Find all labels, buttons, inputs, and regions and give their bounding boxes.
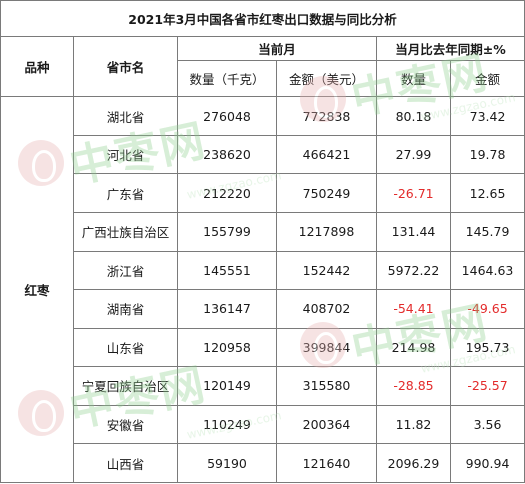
yoy-amount-cell: 1464.63 xyxy=(449,250,525,291)
amount-cell: 466421 xyxy=(276,134,377,175)
yoy-amount-cell: 3.56 xyxy=(449,404,525,445)
table-row: 宁夏回族自治区 120149 315580 -28.85 -25.57 xyxy=(1,366,525,406)
yoy-qty-cell: 11.82 xyxy=(376,404,451,445)
qty-cell: 110249 xyxy=(177,404,277,445)
table-row: 安徽省 110249 200364 11.82 3.56 xyxy=(1,404,525,445)
header-category: 品种 xyxy=(0,35,74,98)
amount-cell: 408702 xyxy=(276,289,377,329)
table-title: 2021年3月中国各省市红枣出口数据与同比分析 xyxy=(0,0,525,37)
qty-cell: 120149 xyxy=(177,366,277,406)
yoy-amount-cell: 195.73 xyxy=(449,327,525,368)
yoy-qty-cell: -28.85 xyxy=(376,366,451,406)
table-row: 山西省 59190 121640 2096.29 990.94 xyxy=(1,443,525,483)
qty-cell: 276048 xyxy=(177,96,277,136)
province-cell: 河北省 xyxy=(73,134,178,175)
yoy-amount-cell: 145.79 xyxy=(449,212,525,252)
province-cell: 广西壮族自治区 xyxy=(73,212,178,252)
table-row: 山东省 120958 399844 214.98 195.73 xyxy=(1,327,525,368)
yoy-qty-cell: 80.18 xyxy=(376,96,451,136)
province-cell: 宁夏回族自治区 xyxy=(73,366,178,406)
province-cell: 湖南省 xyxy=(73,289,178,329)
yoy-amount-cell: -25.57 xyxy=(449,366,525,406)
amount-cell: 399844 xyxy=(276,327,377,368)
qty-cell: 238620 xyxy=(177,134,277,175)
yoy-qty-cell: -26.71 xyxy=(376,173,451,214)
yoy-qty-cell: -54.41 xyxy=(376,289,451,329)
yoy-amount-cell: 73.42 xyxy=(449,96,525,136)
qty-cell: 212220 xyxy=(177,173,277,214)
amount-cell: 750249 xyxy=(276,173,377,214)
province-cell: 湖北省 xyxy=(73,96,178,136)
table-row: 湖南省 136147 408702 -54.41 -49.65 xyxy=(1,289,525,329)
yoy-amount-cell: 990.94 xyxy=(449,443,525,483)
amount-cell: 121640 xyxy=(276,443,377,483)
amount-cell: 1217898 xyxy=(276,212,377,252)
province-cell: 广东省 xyxy=(73,173,178,214)
header-amount: 金额（美元） xyxy=(276,59,377,98)
header-yoy: 当月比去年同期±% xyxy=(375,35,525,61)
header-qty: 数量（千克） xyxy=(177,59,277,98)
amount-cell: 200364 xyxy=(276,404,377,445)
header-current-month: 当前月 xyxy=(177,35,377,61)
header-province: 省市名 xyxy=(73,35,178,98)
province-cell: 山东省 xyxy=(73,327,178,368)
yoy-qty-cell: 5972.22 xyxy=(376,250,451,291)
amount-cell: 315580 xyxy=(276,366,377,406)
yoy-qty-cell: 131.44 xyxy=(376,212,451,252)
table-row: 广西壮族自治区 155799 1217898 131.44 145.79 xyxy=(1,212,525,252)
table-row: 广东省 212220 750249 -26.71 12.65 xyxy=(1,173,525,214)
header-yoy-amount: 金额 xyxy=(449,59,525,98)
province-cell: 安徽省 xyxy=(73,404,178,445)
yoy-amount-cell: -49.65 xyxy=(449,289,525,329)
province-cell: 浙江省 xyxy=(73,250,178,291)
yoy-amount-cell: 12.65 xyxy=(449,173,525,214)
header-yoy-qty: 数量 xyxy=(376,59,451,98)
yoy-qty-cell: 214.98 xyxy=(376,327,451,368)
qty-cell: 59190 xyxy=(177,443,277,483)
table-row: 河北省 238620 466421 27.99 19.78 xyxy=(1,134,525,175)
qty-cell: 145551 xyxy=(177,250,277,291)
table-row: 浙江省 145551 152442 5972.22 1464.63 xyxy=(1,250,525,291)
amount-cell: 772838 xyxy=(276,96,377,136)
province-cell: 山西省 xyxy=(73,443,178,483)
amount-cell: 152442 xyxy=(276,250,377,291)
yoy-amount-cell: 19.78 xyxy=(449,134,525,175)
qty-cell: 155799 xyxy=(177,212,277,252)
table-row: 红枣 湖北省 276048 772838 80.18 73.42 xyxy=(0,96,525,483)
qty-cell: 120958 xyxy=(177,327,277,368)
yoy-qty-cell: 27.99 xyxy=(376,134,451,175)
yoy-qty-cell: 2096.29 xyxy=(376,443,451,483)
category-cell: 红枣 xyxy=(0,96,74,483)
qty-cell: 136147 xyxy=(177,289,277,329)
